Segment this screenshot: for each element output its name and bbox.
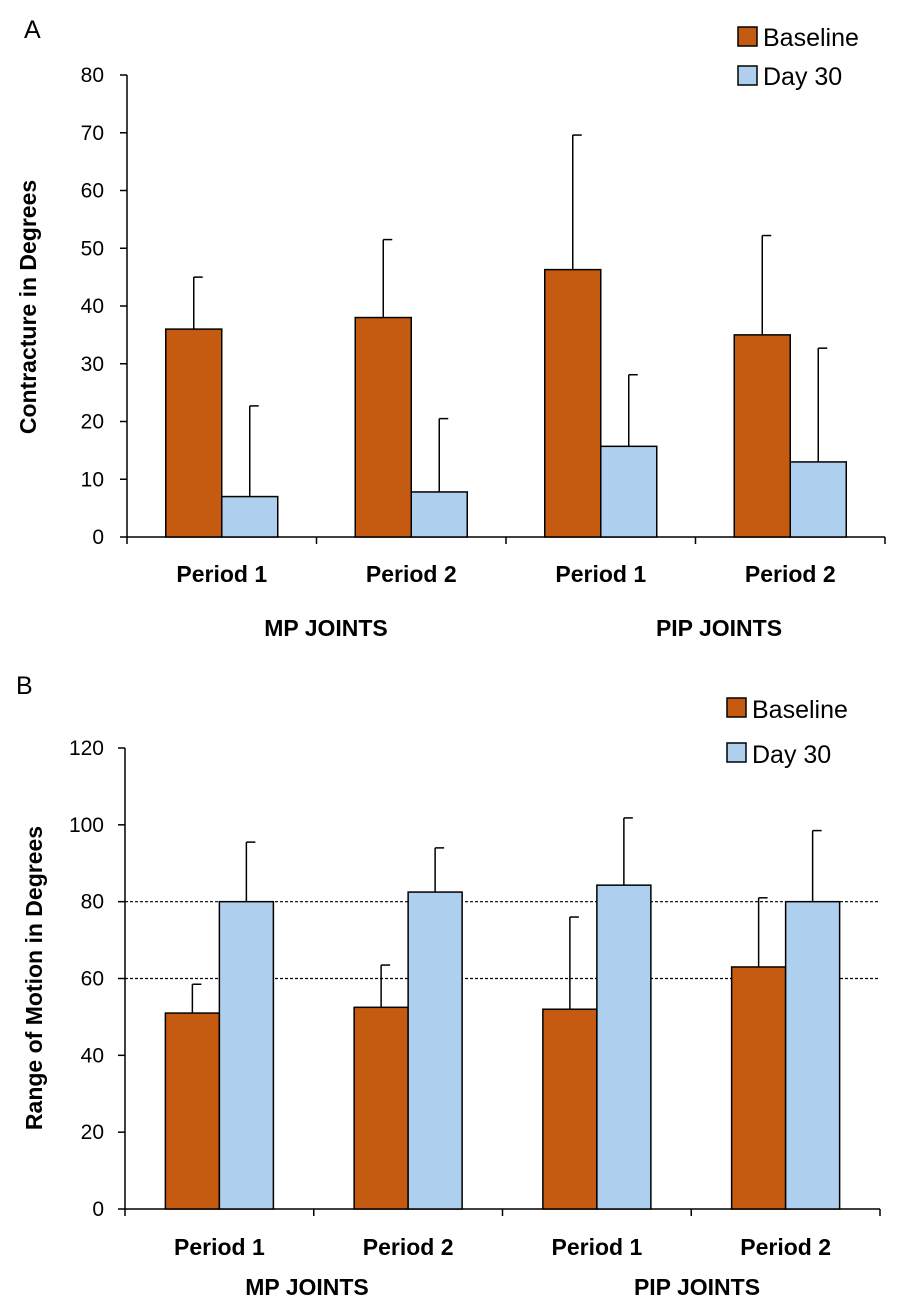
panel-b-legend-day30-label: Day 30 bbox=[752, 741, 831, 769]
panel-a-day30-bar bbox=[410, 491, 468, 538]
panel-b-y-tick-label: 40 bbox=[81, 1044, 104, 1067]
panel-b-baseline-bar bbox=[730, 966, 787, 1210]
panel-a-y-tick-label: 10 bbox=[81, 468, 104, 491]
panel-b-y-tick-label: 100 bbox=[69, 814, 104, 837]
panel-b-baseline-bar bbox=[542, 1008, 598, 1210]
panel-a-legend-day30-label: Day 30 bbox=[763, 63, 842, 91]
panel-a-baseline-bar bbox=[354, 316, 412, 538]
panel-b-day30-bar bbox=[407, 891, 463, 1210]
panel-a-category-label: Period 2 bbox=[366, 561, 457, 587]
panel-a-y-tick-label: 0 bbox=[92, 526, 104, 549]
panel-a-category-label: Period 1 bbox=[176, 561, 267, 587]
panel-a-legend-baseline-swatch bbox=[737, 26, 758, 47]
panel-a-y-axis-label: Contracture in Degrees bbox=[15, 180, 41, 434]
panel-a-y-tick-label: 30 bbox=[81, 353, 104, 376]
panel-b-legend-baseline-swatch bbox=[726, 697, 747, 718]
panel-b-group-label-mp: MP JOINTS bbox=[245, 1274, 369, 1300]
panel-b-letter: B bbox=[16, 672, 33, 700]
panel-a-y-tick-label: 40 bbox=[81, 295, 104, 318]
panel-b-group-label-pip: PIP JOINTS bbox=[634, 1274, 760, 1300]
panel-b: B Range of Motion in Degrees MP JOINTS P… bbox=[16, 672, 881, 1300]
panel-b-y-axis-label: Range of Motion in Degrees bbox=[21, 826, 47, 1130]
panel-a-y-tick-label: 20 bbox=[81, 411, 104, 434]
panel-a-category-label: Period 1 bbox=[555, 561, 646, 587]
panel-b-y-tick-label: 120 bbox=[69, 737, 104, 760]
panel-a: A Contracture in Degrees MP JOINTS PIP J… bbox=[15, 16, 886, 641]
panel-a-day30-bar bbox=[600, 445, 658, 538]
panel-a-y-tick-label: 80 bbox=[81, 64, 104, 87]
panel-b-y-tick-label: 0 bbox=[92, 1198, 104, 1221]
panel-b-y-tick-label: 60 bbox=[81, 968, 104, 991]
panel-a-category-label: Period 2 bbox=[745, 561, 836, 587]
panel-a-baseline-bar bbox=[544, 268, 602, 538]
panel-b-category-label: Period 1 bbox=[174, 1234, 265, 1260]
panel-b-legend-baseline-label: Baseline bbox=[752, 696, 848, 724]
panel-b-y-tick-label: 20 bbox=[81, 1121, 104, 1144]
panel-b-y-tick-label: 80 bbox=[81, 891, 104, 914]
panel-b-day30-bar bbox=[218, 900, 275, 1210]
panel-b-day30-bar bbox=[784, 900, 841, 1210]
panel-a-legend-baseline-label: Baseline bbox=[763, 24, 859, 52]
panel-a-baseline-bar bbox=[733, 334, 791, 538]
panel-b-category-label: Period 1 bbox=[551, 1234, 642, 1260]
panel-b-baseline-bar bbox=[353, 1006, 409, 1210]
panel-a-y-tick-label: 70 bbox=[81, 122, 104, 145]
panel-a-group-label-mp: MP JOINTS bbox=[264, 615, 388, 641]
panel-a-day30-bar bbox=[789, 461, 847, 538]
panel-b-baseline-bar bbox=[164, 1012, 221, 1210]
panel-a-letter: A bbox=[24, 16, 41, 44]
panel-a-legend-day30-swatch bbox=[737, 65, 758, 86]
panel-a-baseline-bar bbox=[165, 328, 223, 538]
panel-a-y-tick-label: 60 bbox=[81, 180, 104, 203]
panel-a-day30-bar bbox=[221, 495, 279, 538]
panel-a-y-tick-label: 50 bbox=[81, 237, 104, 260]
panel-a-group-label-pip: PIP JOINTS bbox=[656, 615, 782, 641]
panel-b-category-label: Period 2 bbox=[740, 1234, 831, 1260]
panel-b-legend-day30-swatch bbox=[726, 742, 747, 763]
panel-b-category-label: Period 2 bbox=[363, 1234, 454, 1260]
panel-b-day30-bar bbox=[596, 884, 652, 1210]
